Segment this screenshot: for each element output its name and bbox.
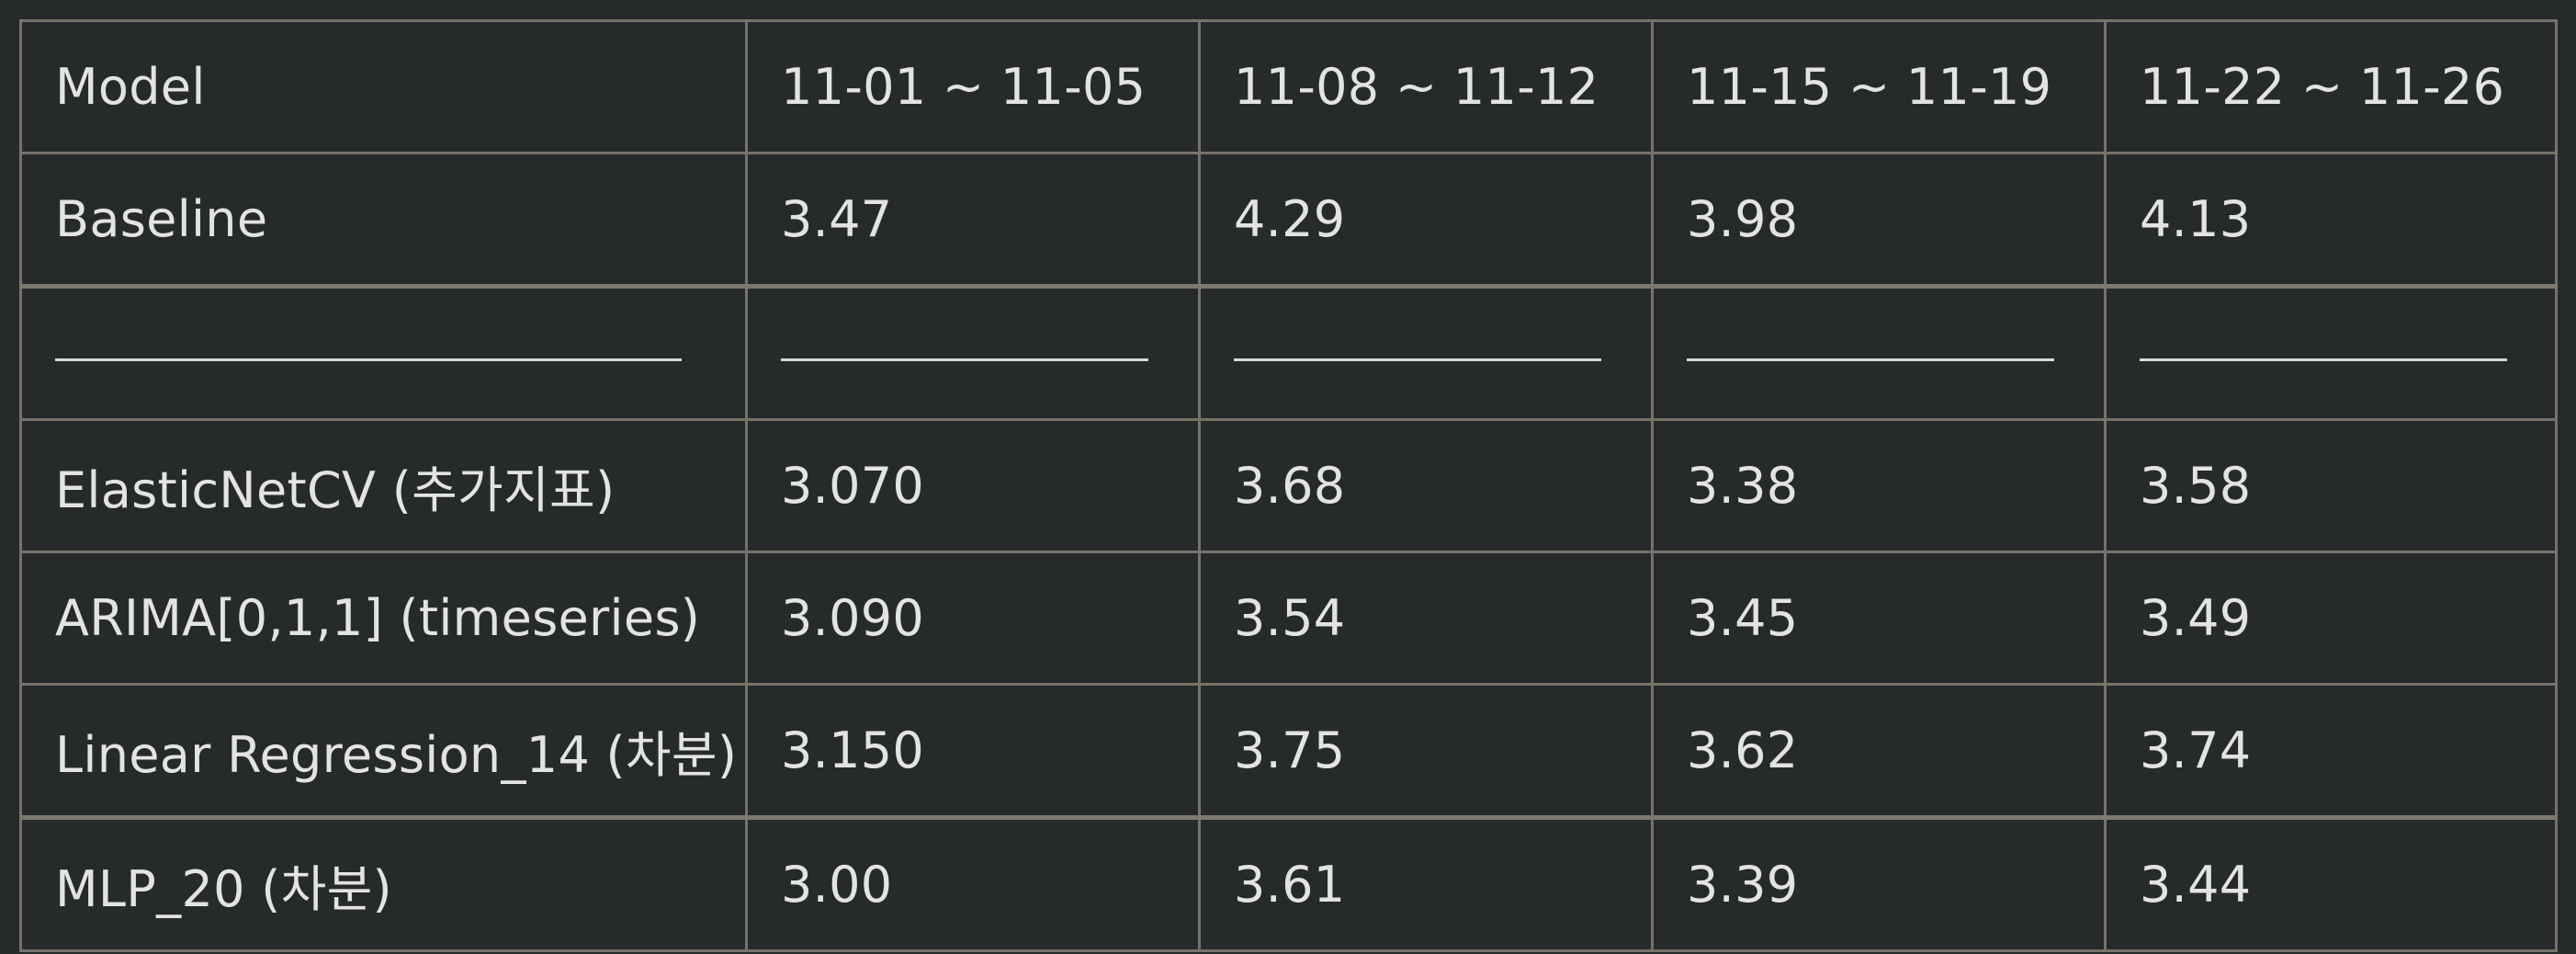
model-name-cell: ARIMA[0,1,1] (timeseries): [19, 551, 748, 686]
header-cell-week-2: 11-08 ~ 11-12: [1198, 19, 1654, 154]
table-row: ElasticNetCV (추가지표) 3.070 3.68 3.38 3.58: [19, 418, 2558, 553]
header-cell-week-1: 11-01 ~ 11-05: [745, 19, 1201, 154]
value-cell: 3.070: [745, 418, 1201, 553]
model-name-cell: Linear Regression_14 (차분): [19, 683, 748, 820]
value-cell: 3.150: [745, 683, 1201, 820]
header-cell-week-4: 11-22 ~ 11-26: [2104, 19, 2558, 154]
table-header-row: Model 11-01 ~ 11-05 11-08 ~ 11-12 11-15 …: [19, 19, 2558, 154]
value-cell: 3.58: [2104, 418, 2558, 553]
separator-cell: [1198, 285, 1654, 421]
separator-row: [19, 285, 2558, 421]
value-cell: 3.98: [1651, 152, 2107, 289]
separator-line: [2140, 358, 2507, 361]
separator-line: [55, 358, 682, 361]
table-row: Linear Regression_14 (차분) 3.150 3.75 3.6…: [19, 683, 2558, 820]
value-cell: 3.38: [1651, 418, 2107, 553]
value-cell: 3.74: [2104, 683, 2558, 820]
table-row: MLP_20 (차분) 3.00 3.61 3.39 3.44: [19, 816, 2558, 952]
model-comparison-table: Model 11-01 ~ 11-05 11-08 ~ 11-12 11-15 …: [19, 19, 2558, 952]
value-cell: 3.62: [1651, 683, 2107, 820]
value-cell: 3.00: [745, 816, 1201, 952]
value-cell: 3.47: [745, 152, 1201, 289]
value-cell: 3.090: [745, 551, 1201, 686]
header-cell-model: Model: [19, 19, 748, 154]
value-cell: 4.13: [2104, 152, 2558, 289]
separator-line: [781, 358, 1148, 361]
value-cell: 3.75: [1198, 683, 1654, 820]
value-cell: 3.61: [1198, 816, 1654, 952]
model-name-cell: MLP_20 (차분): [19, 816, 748, 952]
separator-line: [1687, 358, 2054, 361]
separator-cell: [745, 285, 1201, 421]
table-row: ARIMA[0,1,1] (timeseries) 3.090 3.54 3.4…: [19, 551, 2558, 686]
header-cell-week-3: 11-15 ~ 11-19: [1651, 19, 2107, 154]
model-name-cell: Baseline: [19, 152, 748, 289]
separator-cell: [2104, 285, 2558, 421]
value-cell: 3.44: [2104, 816, 2558, 952]
table-row: Baseline 3.47 4.29 3.98 4.13: [19, 152, 2558, 289]
value-cell: 3.45: [1651, 551, 2107, 686]
value-cell: 3.49: [2104, 551, 2558, 686]
separator-cell: [1651, 285, 2107, 421]
value-cell: 3.68: [1198, 418, 1654, 553]
separator-line: [1234, 358, 1601, 361]
value-cell: 3.54: [1198, 551, 1654, 686]
model-name-cell: ElasticNetCV (추가지표): [19, 418, 748, 553]
value-cell: 4.29: [1198, 152, 1654, 289]
value-cell: 3.39: [1651, 816, 2107, 952]
separator-cell: [19, 285, 748, 421]
